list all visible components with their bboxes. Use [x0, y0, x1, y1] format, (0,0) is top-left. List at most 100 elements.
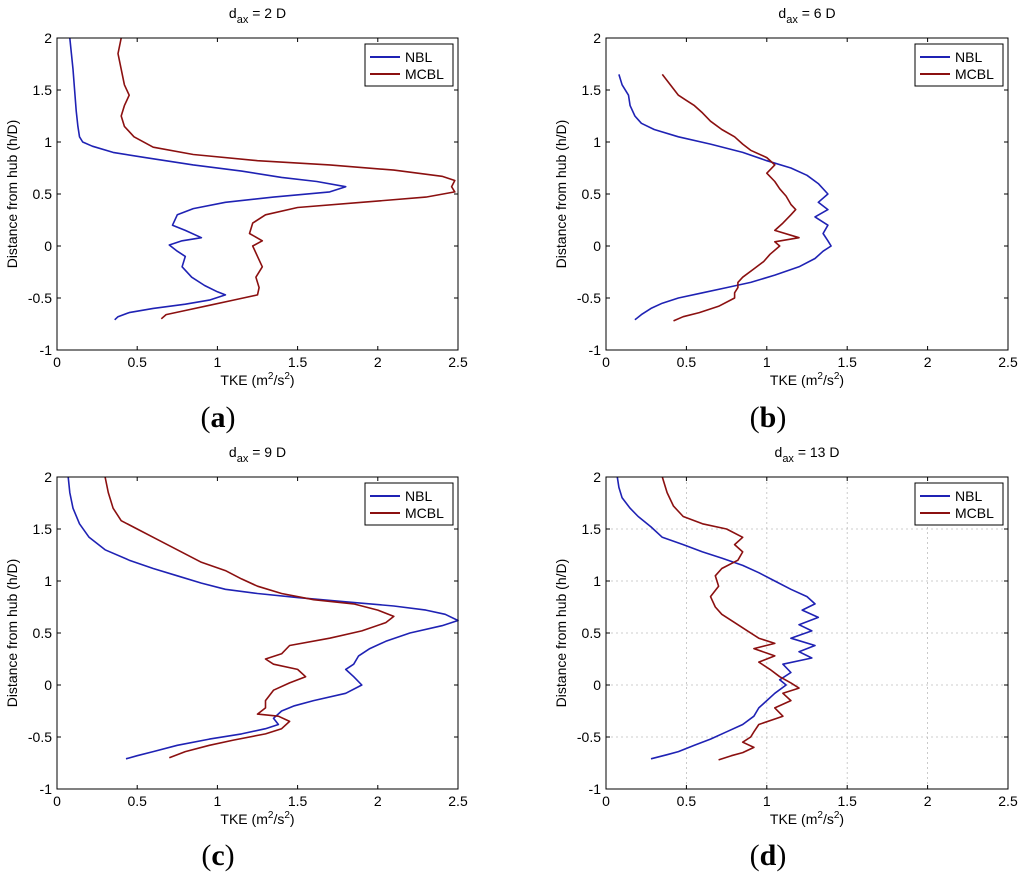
y-tick-label: 0.5: [582, 625, 602, 641]
x-tick-label: 2: [924, 354, 932, 370]
xlabel-superscript: 2: [834, 371, 840, 382]
y-tick-label: 1: [593, 573, 601, 589]
xlabel-superscript: 2: [834, 810, 840, 821]
xlabel-superscript: 2: [284, 810, 290, 821]
xlabel-superscript: 2: [817, 371, 823, 382]
chart-title: dax = 13 D: [775, 444, 840, 465]
xlabel-part: TKE (m: [770, 372, 817, 388]
x-tick-label: 1: [214, 354, 222, 370]
x-tick-label: 1.5: [288, 354, 308, 370]
x-axis-label: TKE (m2/s2): [770, 371, 844, 388]
legend-box: [914, 43, 1004, 87]
legend-box: [914, 482, 1004, 526]
y-tick-label: 1: [44, 134, 52, 150]
x-tick-label: 1.5: [837, 354, 857, 370]
legend-box: [364, 43, 454, 87]
title-main: d: [775, 444, 783, 460]
x-tick-label: 2.5: [998, 793, 1018, 809]
plot-area: [606, 38, 1008, 350]
y-tick-label: -1: [40, 342, 53, 358]
legend-label-mcbl: MCBL: [955, 505, 994, 521]
x-tick-label: 2.5: [448, 354, 468, 370]
x-axis-label: TKE (m2/s2): [220, 810, 294, 827]
y-axis-label: Distance from hub (h/D): [4, 559, 20, 708]
panel-letter-paren: (: [201, 839, 211, 872]
legend-box: [364, 482, 454, 526]
xlabel-superscript: 2: [268, 810, 274, 821]
series-line-mcbl: [104, 476, 395, 759]
x-tick-label: 1: [214, 793, 222, 809]
y-tick-label: 1.5: [582, 521, 602, 537]
panel-letter-paren: (: [201, 401, 211, 434]
y-tick-label: -0.5: [577, 290, 601, 306]
xlabel-superscript: 2: [284, 371, 290, 382]
panel-letter-paren: (: [750, 401, 760, 434]
xlabel-part: /s: [823, 811, 834, 827]
title-subscript: ax: [237, 14, 249, 26]
y-tick-label: 0.5: [582, 186, 602, 202]
y-tick-label: 1.5: [33, 521, 53, 537]
series-line-nbl: [616, 476, 820, 760]
x-tick-label: 1.5: [288, 793, 308, 809]
x-axis-label: TKE (m2/s2): [220, 371, 294, 388]
xlabel-part: ): [839, 372, 844, 388]
xlabel-part: TKE (m: [220, 811, 267, 827]
xlabel-part: /s: [823, 372, 834, 388]
y-axis-label: Distance from hub (h/D): [553, 120, 569, 269]
x-tick-label: 2.5: [448, 793, 468, 809]
title-main: d: [229, 444, 237, 460]
legend-label-nbl: NBL: [955, 488, 982, 504]
y-tick-label: 2: [44, 469, 52, 485]
x-tick-label: 0.5: [677, 793, 697, 809]
legend-label-mcbl: MCBL: [405, 505, 444, 521]
legend-label-nbl: NBL: [405, 49, 432, 65]
x-tick-label: 0: [53, 354, 61, 370]
x-tick-label: 0: [602, 354, 610, 370]
x-tick-label: 1: [763, 793, 771, 809]
y-tick-label: -1: [40, 781, 53, 797]
y-tick-label: 0.5: [33, 625, 53, 641]
y-axis-label: Distance from hub (h/D): [553, 559, 569, 708]
xlabel-part: TKE (m: [770, 811, 817, 827]
y-tick-label: -1: [589, 781, 602, 797]
chart-title: dax = 9 D: [229, 444, 286, 465]
y-tick-label: 1: [44, 573, 52, 589]
x-tick-label: 1.5: [837, 793, 857, 809]
series-line-nbl: [67, 476, 459, 760]
y-tick-label: -0.5: [28, 729, 52, 745]
chart-title: dax = 2 D: [229, 5, 286, 26]
x-axis-label: TKE (m2/s2): [770, 810, 844, 827]
title-rest: = 2 D: [248, 5, 286, 21]
x-tick-label: 0.5: [677, 354, 697, 370]
title-subscript: ax: [786, 14, 798, 26]
panel-letter-paren: ): [225, 839, 235, 872]
title-subscript: ax: [237, 453, 249, 465]
legend-label-mcbl: MCBL: [405, 66, 444, 82]
xlabel-part: TKE (m: [220, 372, 267, 388]
y-tick-label: 2: [593, 469, 601, 485]
title-rest: = 6 D: [798, 5, 836, 21]
panel-letter: (c): [201, 839, 234, 872]
panel-letter-text: c: [211, 839, 224, 872]
title-rest: = 9 D: [248, 444, 286, 460]
title-rest: = 13 D: [794, 444, 840, 460]
y-tick-label: 0: [44, 238, 52, 254]
series-line-nbl: [69, 37, 347, 321]
xlabel-superscript: 2: [268, 371, 274, 382]
y-tick-label: 0.5: [33, 186, 53, 202]
y-tick-label: 0: [593, 238, 601, 254]
y-tick-label: -0.5: [28, 290, 52, 306]
series-line-nbl: [618, 74, 832, 321]
xlabel-part: /s: [273, 372, 284, 388]
y-tick-label: 1.5: [582, 82, 602, 98]
x-tick-label: 2: [924, 793, 932, 809]
panel-letter-text: b: [760, 401, 777, 434]
y-tick-label: -0.5: [577, 729, 601, 745]
x-tick-label: 2: [374, 793, 382, 809]
x-tick-label: 1: [763, 354, 771, 370]
